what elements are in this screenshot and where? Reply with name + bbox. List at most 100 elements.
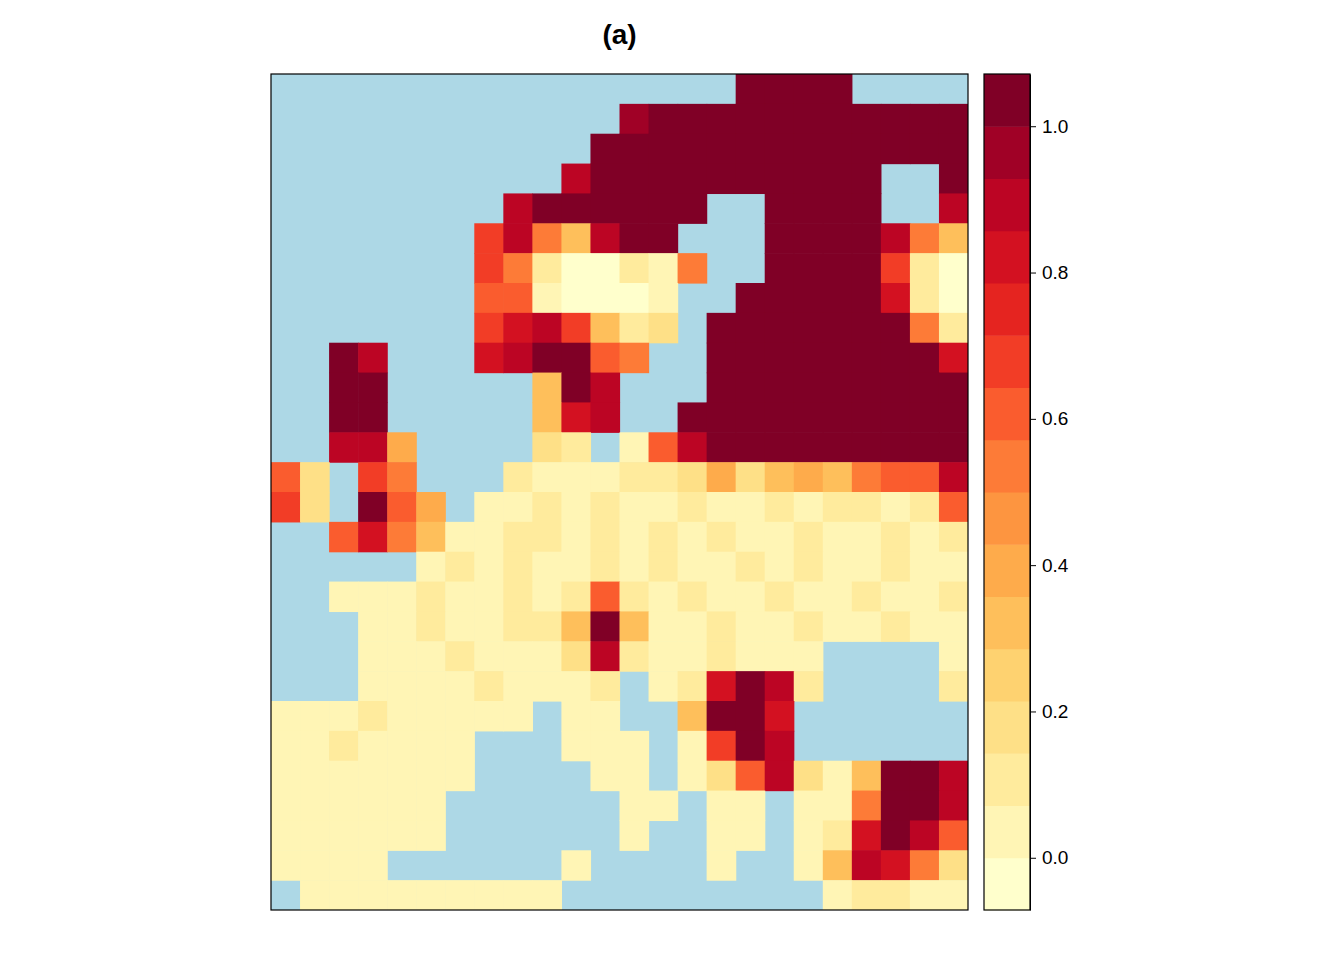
cell [358,731,388,761]
colorbar-band [984,701,1030,754]
cell [881,462,911,492]
cell [881,313,911,343]
cell [707,641,737,671]
cell [678,582,708,612]
cell [707,104,737,134]
cell [620,791,650,821]
cell [416,492,446,522]
cell [823,104,853,134]
cell [881,582,911,612]
cell [910,313,940,343]
cell [881,402,911,432]
cell [590,373,620,403]
cell [620,641,650,671]
colorbar-band [984,753,1030,806]
cell [503,253,533,283]
cell [765,432,795,462]
cell [532,193,562,223]
cell [881,522,911,552]
colorbar-tick-mark [1030,711,1036,712]
colorbar-band [984,231,1030,284]
cell [561,701,591,731]
cell [678,552,708,582]
cell [590,611,620,641]
colorbar-tick-mark [1030,126,1036,127]
cell [910,462,940,492]
cell [445,671,475,701]
cell [881,791,911,821]
cell [707,402,737,432]
cell [532,373,562,403]
cell [271,820,301,850]
cell [736,761,766,791]
cell [590,253,620,283]
cell [620,134,650,164]
cell [387,880,417,910]
cell [881,134,911,164]
cell [736,462,766,492]
cell [910,373,940,403]
cell [736,522,766,552]
cell [300,880,330,910]
cell [910,582,940,612]
cell [532,552,562,582]
cell [707,462,737,492]
cell [329,850,359,880]
cell [503,522,533,552]
cell [561,671,591,701]
cell [620,283,650,313]
cell [939,104,968,134]
cell [910,492,940,522]
cell [620,164,650,194]
cell [387,820,417,850]
cell [736,74,766,104]
cell [561,611,591,641]
colorbar-tick: 1.0 [1030,116,1068,137]
cell [910,432,940,462]
cell [590,193,620,223]
cell [503,880,533,910]
cell [271,761,301,791]
cell [532,492,562,522]
cell [736,582,766,612]
cell [881,432,911,462]
colorbar-band [984,179,1030,232]
cell [852,104,882,134]
cell [620,104,650,134]
cell [852,343,882,373]
cell [823,432,853,462]
cell [765,104,795,134]
cell [590,582,620,612]
cell [765,253,795,283]
cell [881,283,911,313]
colorbar-tick-label: 0.6 [1042,408,1068,429]
cell [445,731,475,761]
cell [416,731,446,761]
cell [678,641,708,671]
colorbar-tick-label: 0.0 [1042,847,1068,868]
colorbar-tick-mark [1030,419,1036,420]
cell [387,611,417,641]
cell [416,611,446,641]
cell [910,761,940,791]
colorbar-tick: 0.6 [1030,408,1068,429]
cell [649,313,679,343]
cell [329,731,359,761]
cell [503,223,533,253]
cell [474,223,504,253]
cell [939,492,968,522]
cell [823,193,853,223]
cell [416,522,446,552]
colorbar-band [984,283,1030,336]
cell [532,671,562,701]
cell [503,671,533,701]
cell [852,164,882,194]
cell [590,313,620,343]
cell [358,492,388,522]
cell [300,701,330,731]
cell [620,731,650,761]
cell [939,552,968,582]
cell [387,582,417,612]
colorbar-band [984,597,1030,650]
cell [794,104,824,134]
